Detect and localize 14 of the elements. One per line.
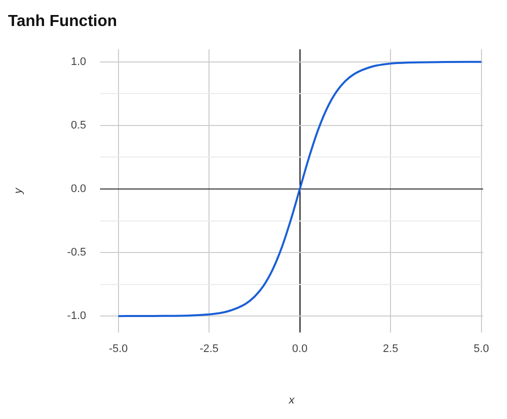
chart-title: Tanh Function: [8, 13, 118, 30]
x-tick-label: 0.0: [292, 343, 308, 356]
y-tick-label: -0.5: [67, 246, 86, 259]
x-tick-label: 2.5: [382, 343, 398, 356]
y-tick-label: -1.0: [67, 310, 86, 322]
x-axis-title: x: [288, 394, 295, 406]
line-series: [117, 60, 482, 318]
x-tick-label: -2.5: [200, 343, 219, 356]
y-axis-title: y: [12, 186, 25, 195]
y-tick-label: 1.0: [70, 56, 86, 68]
x-tick-label: 5.0: [474, 343, 489, 356]
y-tick-label: 0.0: [70, 183, 86, 196]
y-tick-label: 0.5: [70, 119, 86, 132]
x-tick-label: -5.0: [108, 343, 128, 356]
